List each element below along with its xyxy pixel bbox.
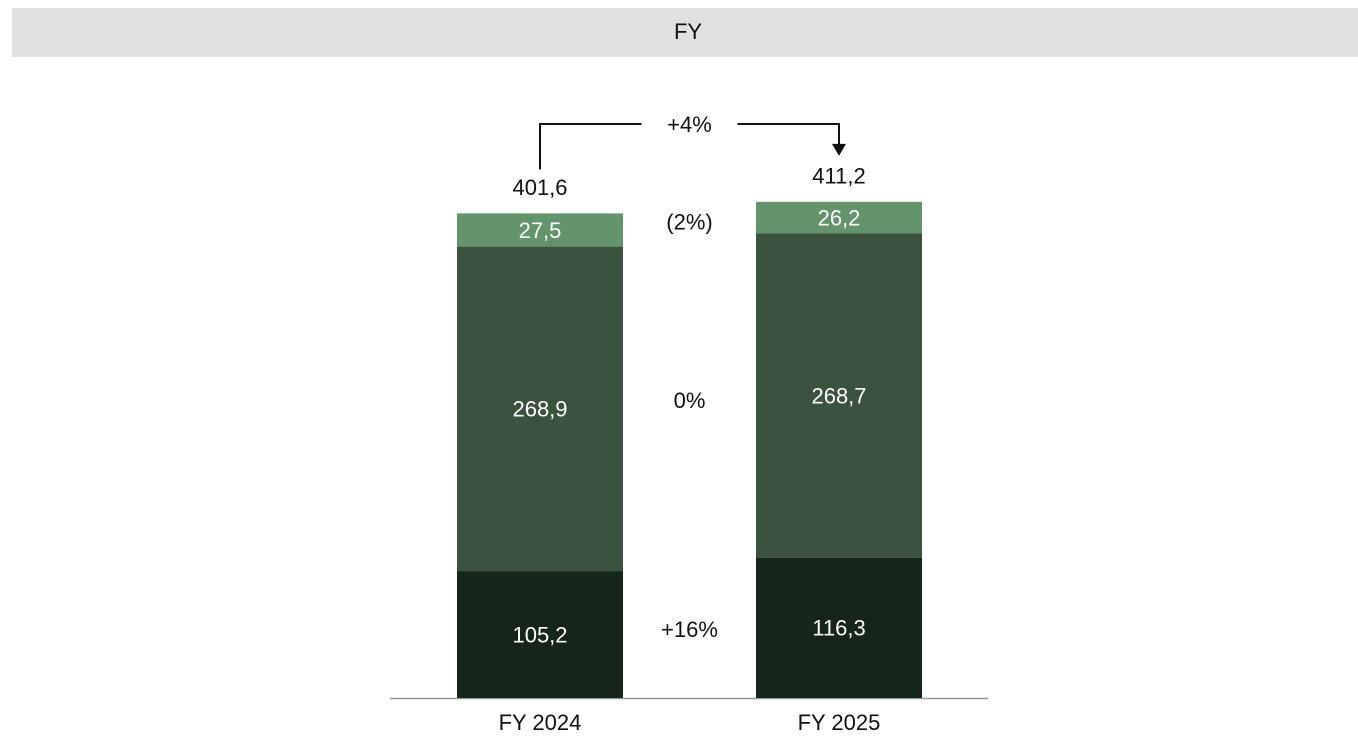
header-band <box>12 8 1358 57</box>
chart-title: FY <box>674 19 702 44</box>
bar-segment <box>756 233 922 558</box>
change-label: (2%) <box>666 210 712 235</box>
change-arrow <box>539 123 840 170</box>
total-label: 401,6 <box>512 175 567 200</box>
value-label: 27,5 <box>519 218 562 243</box>
total-change-label: +4% <box>667 112 712 137</box>
bar-segment <box>457 571 623 698</box>
value-label: 105,2 <box>512 622 567 647</box>
bar-segment <box>756 201 922 234</box>
value-label: 116,3 <box>812 616 865 641</box>
change-label: +16% <box>661 617 718 642</box>
x-tick-label: FY 2025 <box>798 710 881 735</box>
x-tick-label: FY 2024 <box>499 710 582 735</box>
value-label: 268,7 <box>811 383 866 408</box>
bar-segment <box>457 213 623 247</box>
value-label: 26,2 <box>818 205 861 230</box>
value-label: 268,9 <box>512 397 567 422</box>
bar-segment <box>457 246 623 572</box>
total-label: 411,2 <box>812 164 865 189</box>
bar-segment <box>756 557 922 698</box>
arrow-head <box>832 143 846 156</box>
change-label: 0% <box>674 388 706 413</box>
